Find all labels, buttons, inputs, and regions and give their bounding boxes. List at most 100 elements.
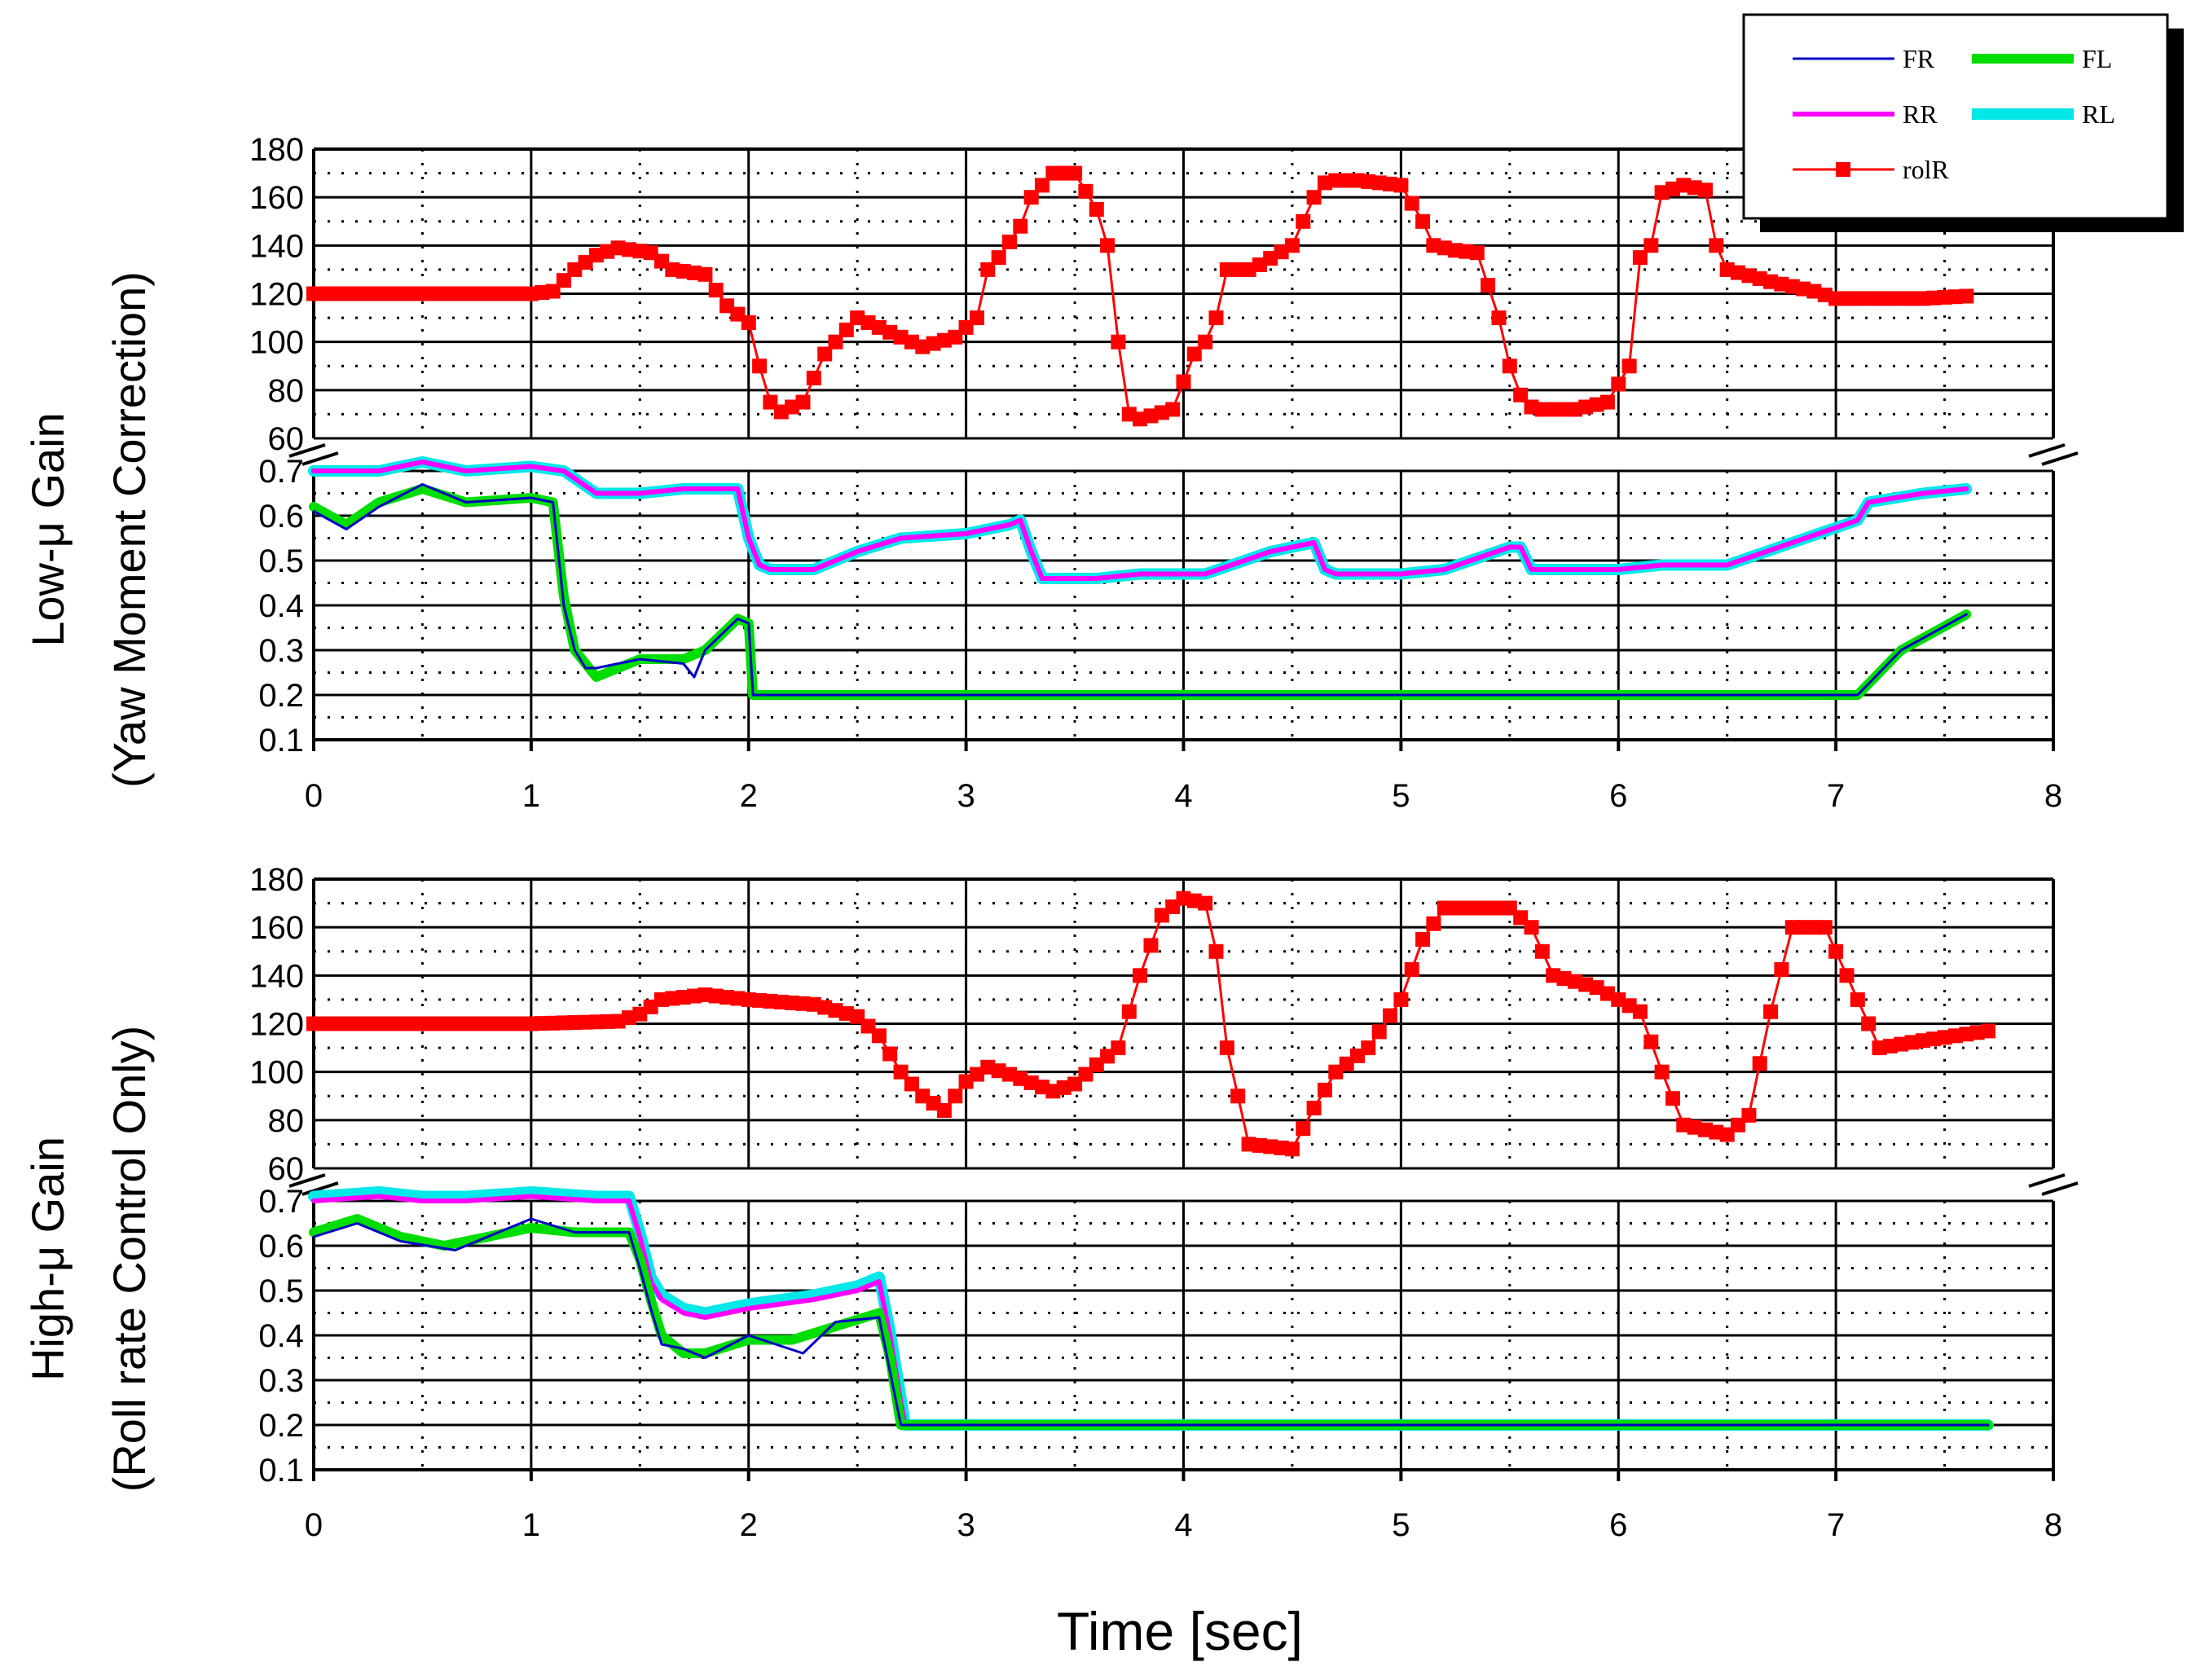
- panel-high-mu: 0 1 2 3 4 5 6 7 8 60 80 100 120 140 160 180 0.1 0.2 0.3 0.4…: [249, 862, 2079, 1543]
- rolR-marker: [1534, 943, 1550, 959]
- rolR-marker: [1100, 238, 1115, 253]
- rolR-marker: [1861, 1016, 1877, 1031]
- legend-item-FR: FR: [1793, 44, 1935, 73]
- rolR-marker: [1198, 895, 1213, 911]
- x-tick-label: 8: [2044, 1507, 2062, 1543]
- x-tick-label: 4: [1174, 778, 1192, 814]
- rolR-marker: [1980, 1023, 1995, 1039]
- y-tick-label: 0.6: [258, 499, 304, 534]
- y-tick-label: 0.6: [258, 1229, 304, 1264]
- legend-label-RL: RL: [2082, 99, 2115, 129]
- x-tick-label: 0: [305, 778, 323, 814]
- rolR-marker: [741, 315, 756, 330]
- rolR-marker: [1828, 943, 1844, 959]
- rolR-marker: [795, 394, 811, 410]
- y-tick-label: 0.7: [258, 1184, 304, 1220]
- rolR-marker: [1839, 968, 1855, 983]
- rolR-marker: [948, 1088, 963, 1104]
- rolR-marker: [1763, 1004, 1779, 1019]
- y-tick-label: 140: [249, 958, 304, 994]
- x-tick-label: 5: [1392, 778, 1410, 814]
- rolR-marker: [1284, 238, 1300, 253]
- rolR-marker: [871, 1028, 887, 1044]
- ylabel-low-mu-line1: Low-μ Gain: [22, 412, 73, 647]
- y-tick-label: 60: [268, 1151, 305, 1187]
- rolR-marker: [1404, 196, 1419, 211]
- rolR-marker: [1013, 218, 1028, 234]
- rolR-marker: [1632, 1004, 1648, 1019]
- y-tick-label: 0.5: [258, 543, 304, 579]
- ylabel-low-mu-line2: (Yaw Moment Correction): [103, 271, 155, 788]
- x-tick-label: 5: [1392, 1507, 1410, 1543]
- rolR-marker: [1632, 250, 1648, 266]
- series-line-FR: [312, 483, 1968, 697]
- axis-break-mark: [301, 1181, 339, 1196]
- rolR-marker: [1426, 916, 1441, 931]
- rolR-marker: [1502, 358, 1517, 374]
- rolR-marker: [1208, 943, 1224, 959]
- rolR-marker: [1415, 213, 1431, 229]
- y-tick-label: 80: [268, 1103, 305, 1139]
- rolR-marker: [1698, 183, 1713, 198]
- rolR-marker: [1513, 387, 1529, 402]
- series-line-rolR: [312, 172, 1968, 420]
- series-line-RR: [311, 1194, 1991, 1427]
- axis-break-mark: [2041, 1181, 2079, 1196]
- x-tick-label: 6: [1609, 1507, 1627, 1543]
- rolR-marker: [697, 266, 713, 282]
- rolR-marker: [1752, 1056, 1767, 1071]
- legend-item-RL: RL: [1972, 99, 2115, 129]
- y-tick-label: 0.3: [258, 1363, 304, 1399]
- rolR-marker: [1111, 1040, 1126, 1056]
- legend-item-FL: FL: [1972, 44, 2112, 73]
- rolR-marker: [1524, 920, 1539, 935]
- rolR-marker: [838, 322, 854, 337]
- rolR-marker: [1067, 165, 1083, 181]
- x-axis-label: Time [sec]: [1057, 1601, 1303, 1661]
- x-tick-label: 2: [740, 1507, 758, 1543]
- x-tick-label: 1: [522, 778, 540, 814]
- rolR-marker: [936, 1103, 952, 1118]
- rolR-marker: [1621, 358, 1637, 374]
- y-tick-label: 140: [249, 228, 304, 264]
- axis-break-mark: [288, 443, 326, 458]
- ylabel-high-mu-line1: High-μ Gain: [22, 1137, 73, 1381]
- rolR-marker: [1078, 183, 1093, 199]
- y-tick-label: 0.3: [258, 633, 304, 669]
- rolR-marker: [970, 310, 984, 326]
- rolR-marker: [1393, 992, 1409, 1007]
- x-tick-label: 7: [1827, 1507, 1845, 1543]
- legend-label-RR: RR: [1903, 99, 1938, 129]
- y-tick-label: 0.4: [258, 588, 304, 624]
- rolR-marker: [1198, 334, 1213, 350]
- rolR-marker: [1611, 376, 1626, 392]
- y-tick-label: 120: [249, 1007, 304, 1043]
- axis-break-mark: [288, 1173, 326, 1188]
- y-tick-label: 180: [249, 862, 304, 898]
- rolR-marker: [1599, 394, 1615, 410]
- y-tick-label: 100: [249, 1055, 304, 1091]
- rolR-marker: [1709, 238, 1724, 253]
- x-tick-label: 0: [305, 1507, 323, 1543]
- legend-label-FL: FL: [2082, 44, 2112, 73]
- x-tick-label: 1: [522, 1507, 540, 1543]
- rolR-marker: [1111, 334, 1126, 350]
- x-tick-label: 8: [2044, 778, 2062, 814]
- axis-break-mark: [301, 451, 339, 466]
- rolR-marker: [1741, 1107, 1757, 1123]
- y-tick-label: 160: [249, 180, 304, 216]
- rolR-marker: [1318, 1082, 1332, 1097]
- y-tick-label: 0.4: [258, 1318, 304, 1354]
- rolR-marker: [1481, 278, 1496, 293]
- rolR-marker: [1383, 1008, 1397, 1023]
- rolR-marker: [1208, 310, 1224, 326]
- panel-low-mu: 0 1 2 3 4 5 6 7 8 60 80 100 120 140 160 180 0.1 0.2 0.3 0.4…: [249, 132, 2079, 814]
- rolR-marker: [1296, 1121, 1311, 1137]
- rolR-marker: [1959, 288, 1974, 304]
- rolR-marker: [1393, 178, 1409, 193]
- axis-break-mark: [2028, 1173, 2066, 1188]
- rolR-marker: [817, 346, 833, 362]
- rolR-marker: [1023, 190, 1039, 205]
- y-tick-label: 120: [249, 277, 304, 313]
- rolR-marker: [1404, 961, 1419, 977]
